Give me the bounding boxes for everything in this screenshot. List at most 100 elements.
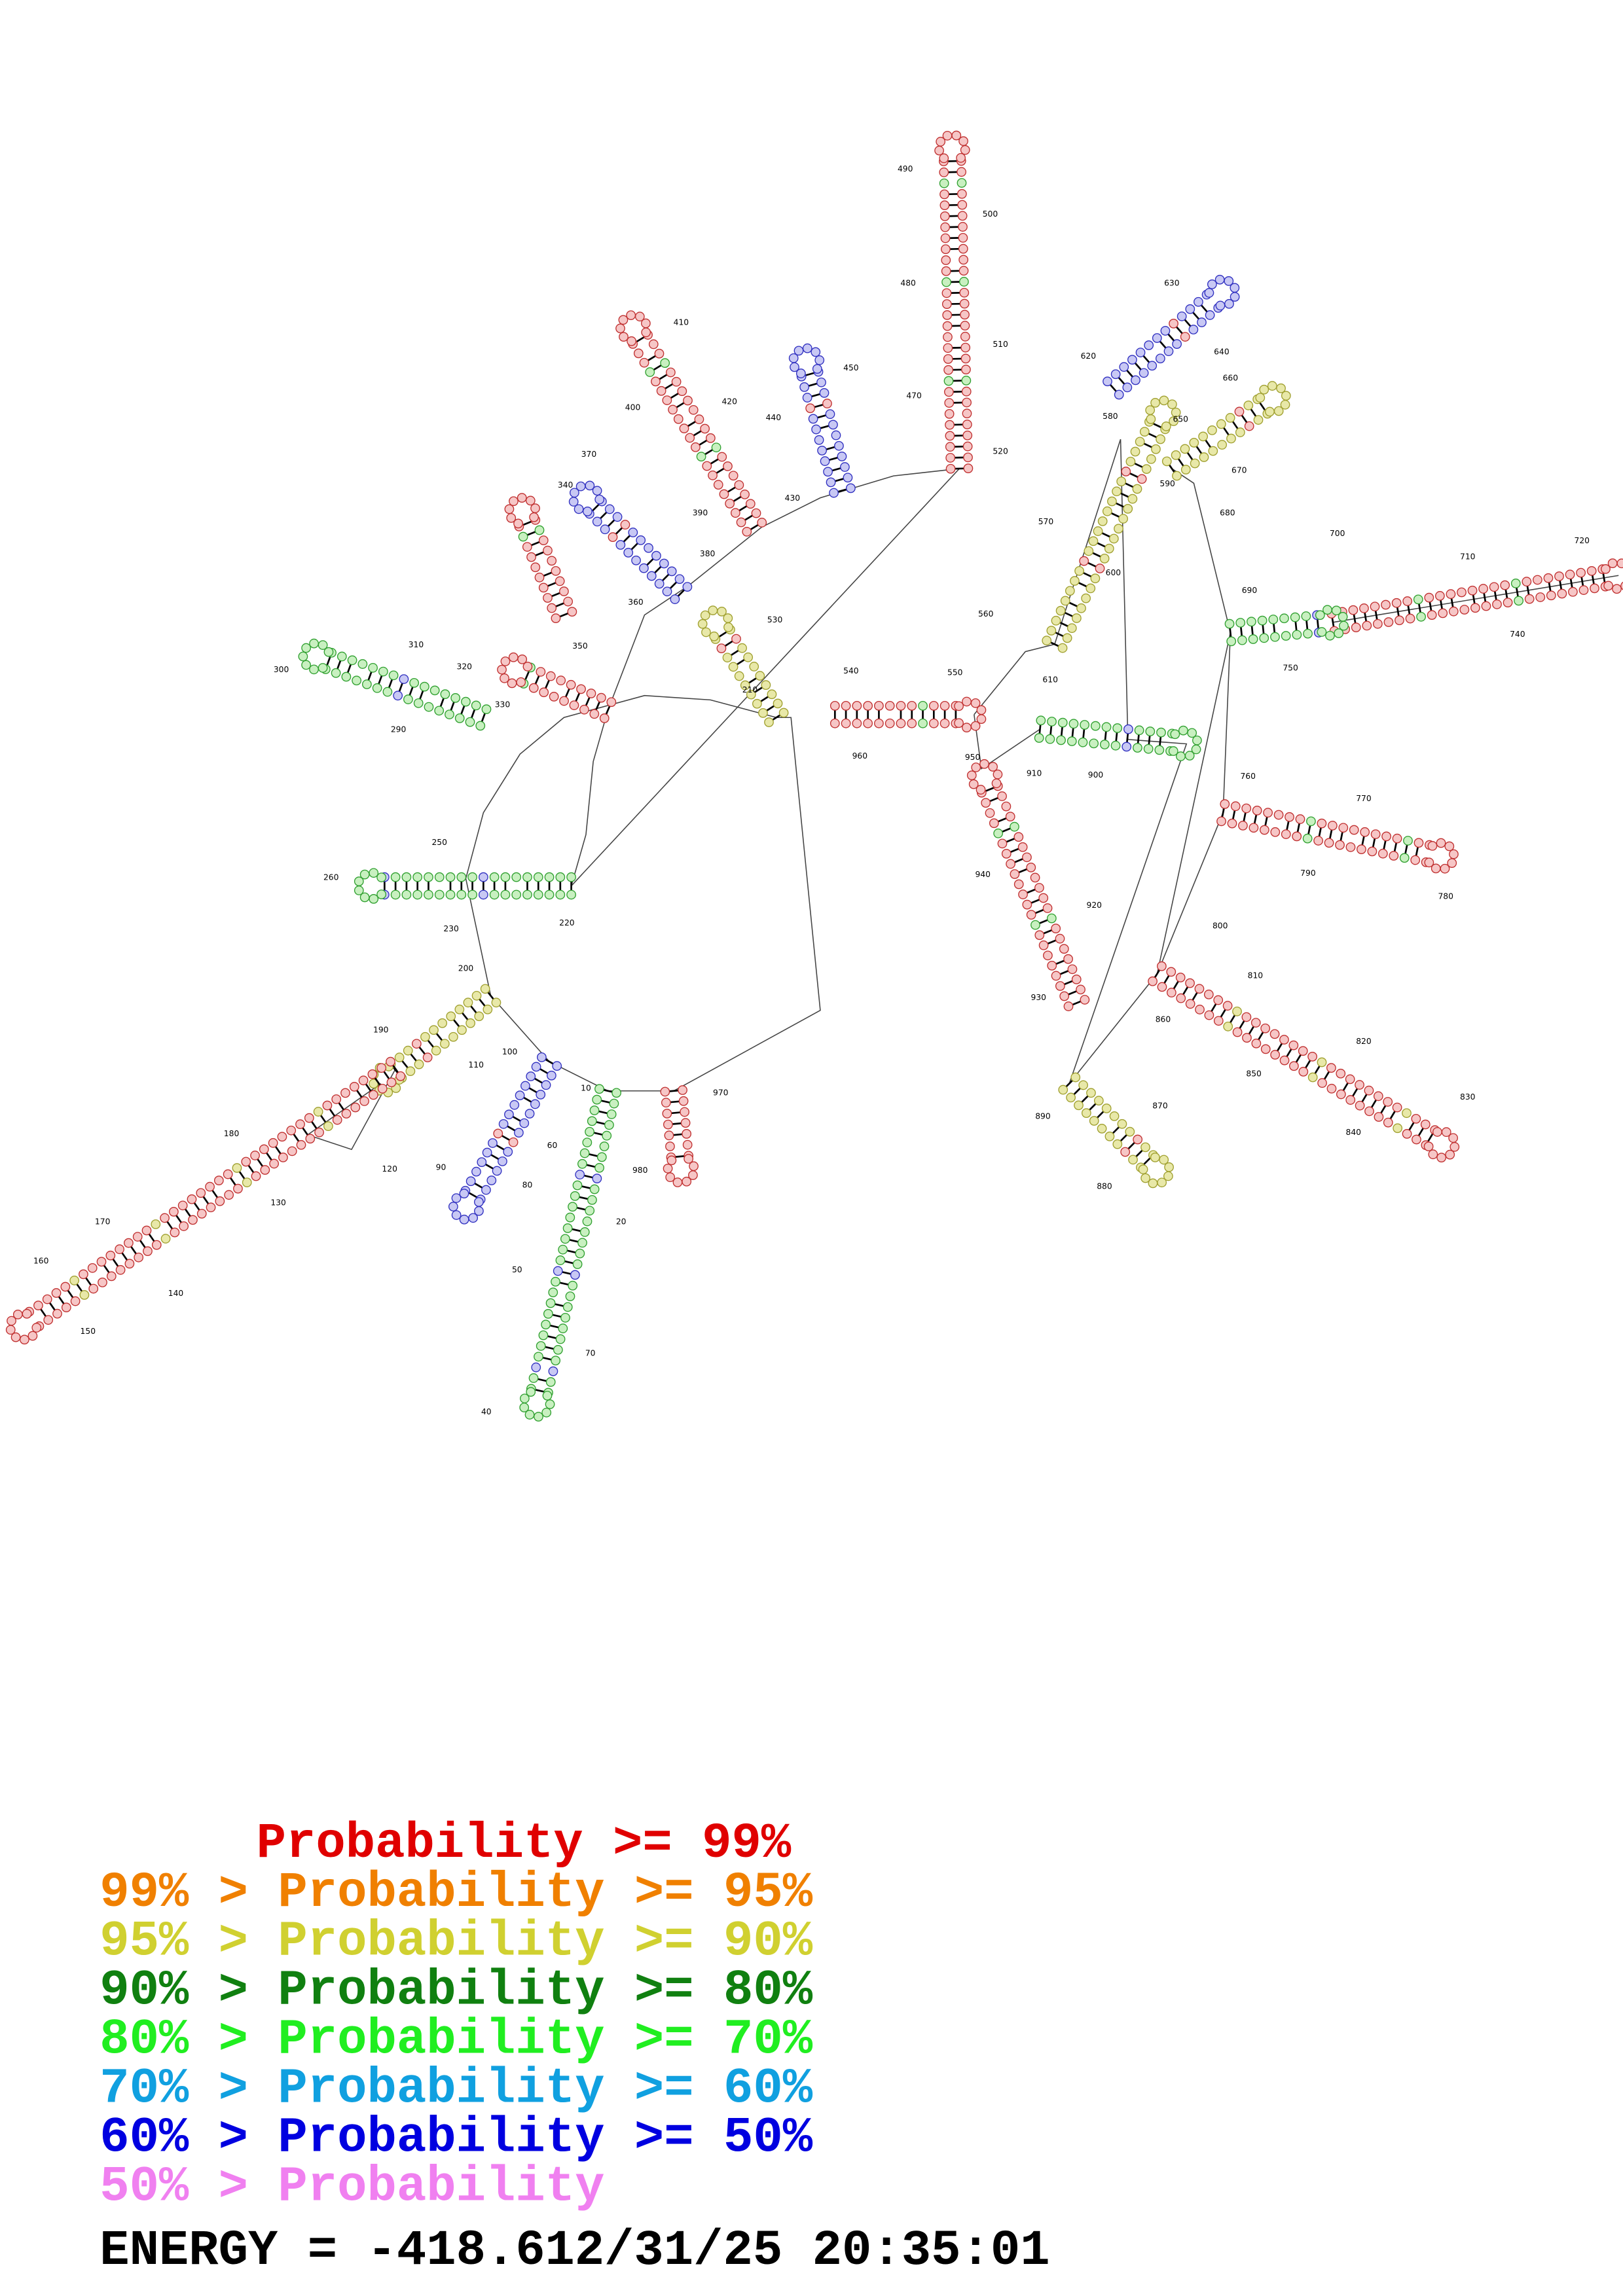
nucleotide <box>1292 831 1302 842</box>
nucleotide <box>1514 596 1523 606</box>
nucleotide <box>1143 744 1154 754</box>
nucleotide <box>959 287 970 298</box>
nucleotide <box>115 1244 124 1255</box>
nucleotide <box>1281 391 1291 401</box>
nucleotide <box>1190 458 1200 469</box>
nucleotide <box>740 680 750 691</box>
nucleotide <box>507 678 517 689</box>
nucleotide <box>1159 1155 1169 1165</box>
nucleotide <box>943 376 954 386</box>
nucleotide <box>560 1312 570 1323</box>
position-label: 130 <box>270 1198 285 1207</box>
nucleotide <box>1169 416 1178 426</box>
nucleotide <box>519 1393 530 1404</box>
nucleotide <box>1130 446 1140 457</box>
nucleotide <box>1127 355 1137 365</box>
position-label: 200 <box>458 963 473 973</box>
nucleotide <box>831 430 841 440</box>
nucleotide <box>1489 582 1499 592</box>
nucleotide <box>751 508 761 518</box>
nucleotide <box>322 1100 333 1111</box>
nucleotide <box>1066 1092 1076 1103</box>
nucleotide <box>988 762 998 772</box>
nucleotide <box>594 494 605 505</box>
nucleotide <box>534 1352 543 1362</box>
legend: Probability >= 99%99% > Probability >= 9… <box>100 1816 1049 2279</box>
nucleotide <box>814 355 825 365</box>
nucleotide <box>700 610 710 620</box>
nucleotide <box>589 709 600 719</box>
nucleotide <box>1018 889 1028 899</box>
nucleotide <box>1326 1063 1336 1073</box>
nucleotide <box>696 452 706 462</box>
nucleotide <box>515 1090 525 1100</box>
nucleotide <box>708 605 718 616</box>
nucleotide <box>295 1119 305 1130</box>
nucleotide <box>773 698 783 709</box>
nucleotide <box>734 671 744 681</box>
position-label: 970 <box>713 1088 728 1097</box>
nucleotide <box>594 1084 604 1094</box>
nucleotide <box>1036 715 1046 726</box>
nucleotide <box>957 200 968 210</box>
nucleotide <box>666 1155 677 1166</box>
nucleotide <box>471 1166 481 1177</box>
nucleotide <box>522 542 532 552</box>
nucleotide <box>1270 1050 1281 1060</box>
nucleotide <box>1478 584 1488 594</box>
nucleotide <box>1255 393 1266 403</box>
nucleotide <box>1392 833 1402 844</box>
nucleotide <box>685 433 695 443</box>
legend-entry: 95% > Probability >= 90% <box>100 1914 813 1970</box>
nucleotide <box>660 358 670 368</box>
position-label: 380 <box>700 549 715 558</box>
nucleotide <box>1230 292 1240 302</box>
nucleotide <box>700 423 710 434</box>
nucleotide <box>551 1355 561 1366</box>
nucleotide <box>1188 325 1199 334</box>
nucleotide <box>457 1025 467 1035</box>
nucleotide <box>940 222 951 232</box>
nucleotide <box>287 1146 297 1157</box>
nucleotide <box>1001 801 1012 812</box>
nucleotide <box>524 1410 535 1420</box>
nucleotide <box>1276 383 1286 393</box>
nucleotide <box>429 1025 439 1035</box>
nucleotide <box>1227 818 1237 829</box>
nucleotide <box>250 1151 260 1160</box>
nucleotide <box>711 442 721 453</box>
nucleotide <box>566 889 576 900</box>
nucleotide <box>7 1316 16 1326</box>
nucleotide <box>963 463 974 473</box>
nucleotide <box>378 666 388 677</box>
nucleotide <box>196 1208 207 1219</box>
nucleotide <box>1315 610 1325 620</box>
nucleotide <box>560 1234 570 1244</box>
nucleotide <box>1420 1119 1431 1130</box>
nucleotide <box>1170 729 1180 740</box>
position-label: 590 <box>1159 479 1175 488</box>
nucleotide <box>1099 740 1110 749</box>
nucleotide <box>1047 961 1057 971</box>
nucleotide <box>1065 586 1075 596</box>
nucleotide <box>1362 620 1372 631</box>
nucleotide <box>1068 719 1079 729</box>
nucleotide <box>1180 465 1191 475</box>
nucleotide <box>939 200 950 211</box>
nucleotide <box>582 1216 593 1227</box>
nucleotide <box>592 1094 602 1105</box>
nucleotide <box>1169 318 1178 329</box>
nucleotide <box>742 526 752 537</box>
nucleotide <box>941 299 952 309</box>
nucleotide <box>529 512 539 522</box>
nucleotide <box>31 1323 42 1333</box>
nucleotide <box>928 700 939 711</box>
position-label: 370 <box>581 450 596 459</box>
nucleotide <box>981 798 991 808</box>
legend-entry: 99% > Probability >= 95% <box>100 1865 813 1921</box>
nucleotide <box>1436 1153 1447 1162</box>
nucleotide <box>545 1298 556 1308</box>
nucleotide <box>962 408 972 419</box>
nucleotide <box>1338 612 1348 622</box>
nucleotide <box>1140 1173 1151 1183</box>
